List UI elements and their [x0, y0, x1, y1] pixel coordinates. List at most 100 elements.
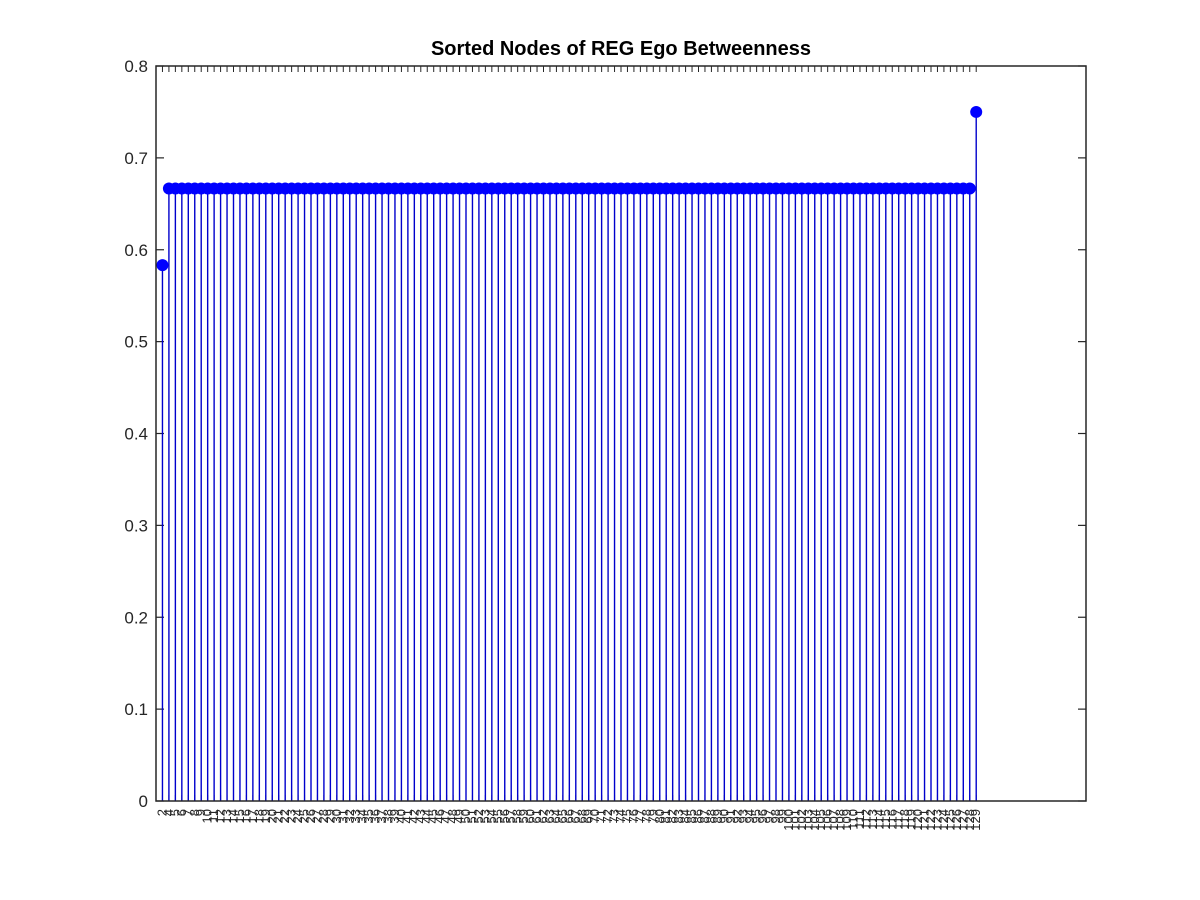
x-tick-label: 111: [852, 809, 867, 829]
stem-marker: [963, 182, 976, 195]
x-tick-label: 70: [587, 809, 602, 823]
x-tick-label: 122: [923, 809, 938, 831]
x-tick-label: 23: [284, 809, 299, 823]
x-tick-label: 52: [471, 809, 486, 823]
x-tick-label: 65: [555, 809, 570, 823]
y-tick-label: 0.1: [124, 700, 148, 719]
x-tick-label: 80: [652, 809, 667, 823]
x-tick-label: 63: [542, 809, 557, 823]
x-tick-label: 124: [936, 809, 951, 831]
x-tick-label: 106: [820, 809, 835, 831]
x-tick-label: 120: [910, 809, 925, 831]
x-tick-label: 77: [632, 809, 647, 823]
x-tick-label: 64: [548, 809, 563, 823]
y-tick-label: 0: [139, 792, 148, 811]
x-tick-label: 58: [510, 809, 525, 823]
x-tick-label: 71: [594, 809, 609, 823]
x-tick-label: 79: [645, 809, 660, 823]
x-tick-label: 66: [561, 809, 576, 823]
x-tick-label: 108: [833, 809, 848, 831]
x-tick-label: 98: [768, 809, 783, 823]
stem-marker: [156, 259, 169, 272]
plot-area-frame: [155, 65, 1087, 802]
x-tick-label: 28: [316, 809, 331, 823]
x-tick-label: 44: [419, 809, 434, 823]
x-tick-label: 30: [329, 809, 344, 823]
chart-title: Sorted Nodes of REG Ego Betweenness: [431, 38, 811, 60]
x-tick-label: 2: [154, 809, 169, 816]
x-tick-label: 115: [878, 809, 893, 830]
y-tick-label: 0.6: [124, 241, 148, 260]
x-tick-label: 93: [736, 809, 751, 823]
x-tick-label: 103: [800, 809, 815, 831]
x-tick-label: 8: [187, 809, 202, 816]
x-tick-label: 83: [671, 809, 686, 823]
x-tick-label: 48: [445, 809, 460, 823]
x-tick-label: 61: [529, 809, 544, 823]
x-tick-label: 24: [290, 809, 305, 823]
x-tick-label: 91: [723, 809, 738, 823]
x-tick-label: 113: [865, 809, 880, 830]
x-tick-label: 17: [245, 809, 260, 823]
x-tick-label: 104: [807, 809, 822, 831]
x-tick-label: 76: [626, 809, 641, 823]
x-tick-label: 118: [897, 809, 912, 830]
x-tick-label: 78: [639, 809, 654, 823]
x-tick-label: 36: [368, 809, 383, 823]
x-tick-label: 109: [839, 809, 854, 831]
x-tick-label: 74: [613, 809, 628, 823]
x-tick-label: 19: [258, 809, 273, 823]
x-tick-label: 34: [355, 809, 370, 823]
x-tick-label: 15: [232, 809, 247, 823]
x-tick-label: 128: [962, 809, 977, 831]
x-tick-label: 62: [536, 809, 551, 823]
x-tick-label: 22: [277, 809, 292, 823]
x-tick-label: 60: [523, 809, 538, 823]
x-tick-label: 7: [180, 809, 195, 816]
x-tick-label: 94: [742, 809, 757, 823]
x-tick-label: 81: [658, 809, 673, 823]
x-tick-label: 105: [813, 809, 828, 831]
x-tick-label: 59: [516, 809, 531, 823]
x-tick-label: 112: [858, 809, 873, 830]
x-tick-label: 51: [464, 809, 479, 823]
x-tick-label: 29: [322, 809, 337, 823]
x-tick-label: 27: [309, 809, 324, 823]
x-tick-label: 75: [619, 809, 634, 823]
x-tick-label: 121: [917, 809, 932, 831]
stem-series: [156, 105, 983, 801]
x-tick-label: 68: [574, 809, 589, 823]
x-axis: 2456789101112131415161718192021222324252…: [154, 66, 983, 831]
x-tick-label: 69: [581, 809, 596, 823]
x-tick-label: 4: [161, 809, 176, 816]
x-tick-label: 25: [297, 809, 312, 823]
x-tick-label: 54: [484, 809, 499, 823]
x-tick-label: 50: [458, 809, 473, 823]
x-tick-label: 20: [264, 809, 279, 823]
x-tick-label: 72: [600, 809, 615, 823]
x-tick-label: 123: [929, 809, 944, 831]
x-tick-label: 12: [213, 809, 228, 823]
x-tick-label: 9: [193, 809, 208, 816]
x-tick-label: 40: [393, 809, 408, 823]
x-tick-label: 41: [400, 809, 415, 823]
x-tick-label: 14: [226, 809, 241, 823]
x-tick-label: 84: [678, 809, 693, 823]
stem-marker: [970, 105, 983, 118]
x-tick-label: 26: [303, 809, 318, 823]
x-tick-label: 87: [697, 809, 712, 823]
x-tick-label: 89: [710, 809, 725, 823]
y-tick-label: 0.7: [124, 149, 148, 168]
x-tick-label: 21: [271, 809, 286, 823]
x-tick-label: 82: [665, 809, 680, 823]
x-tick-label: 100: [781, 809, 796, 831]
y-tick-label: 0.4: [124, 425, 148, 444]
y-tick-label: 0.3: [124, 516, 148, 535]
x-tick-label: 32: [342, 809, 357, 823]
x-tick-label: 39: [387, 809, 402, 823]
x-tick-label: 107: [826, 809, 841, 831]
x-tick-label: 6: [174, 809, 189, 816]
x-tick-label: 56: [497, 809, 512, 823]
x-tick-label: 38: [381, 809, 396, 823]
x-tick-label: 127: [955, 809, 970, 831]
